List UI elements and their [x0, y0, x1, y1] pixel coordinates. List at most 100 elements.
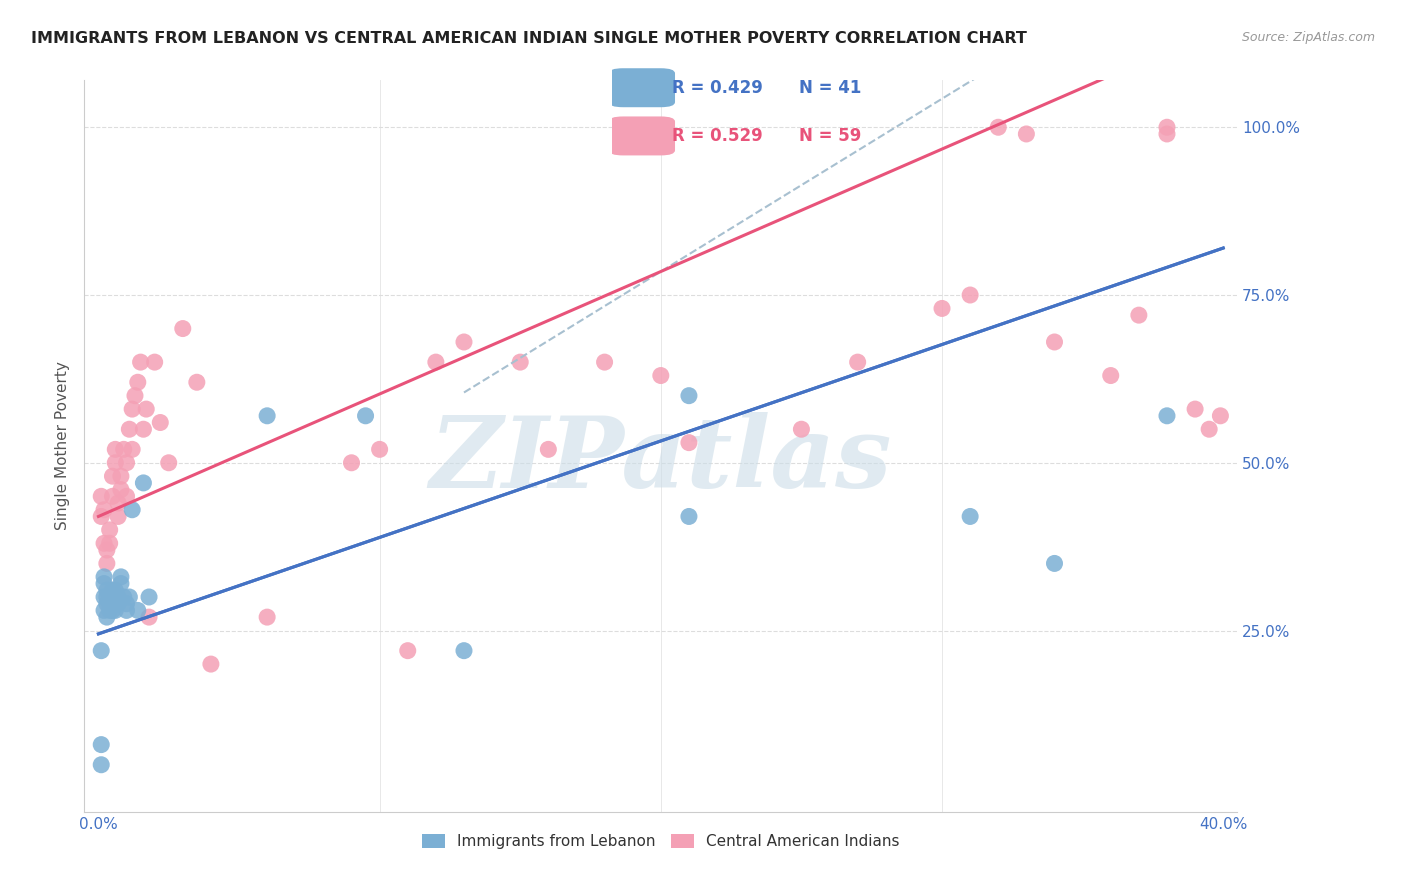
Y-axis label: Single Mother Poverty: Single Mother Poverty — [55, 361, 70, 531]
Point — [127, 376, 149, 390]
Point — [90, 757, 112, 772]
Point — [931, 301, 953, 316]
Point — [115, 597, 138, 611]
Point — [104, 456, 127, 470]
Point — [354, 409, 377, 423]
Point — [93, 536, 115, 550]
Point — [121, 502, 143, 516]
Point — [678, 509, 700, 524]
Point — [138, 590, 160, 604]
Point — [1156, 127, 1178, 141]
Point — [509, 355, 531, 369]
Point — [678, 435, 700, 450]
Point — [110, 570, 132, 584]
Point — [959, 288, 981, 302]
Point — [453, 643, 475, 657]
Point — [101, 469, 124, 483]
FancyBboxPatch shape — [609, 117, 675, 155]
Point — [121, 402, 143, 417]
Point — [121, 442, 143, 457]
Point — [124, 389, 146, 403]
Legend: Immigrants from Lebanon, Central American Indians: Immigrants from Lebanon, Central America… — [416, 828, 905, 855]
Point — [101, 583, 124, 598]
Point — [1184, 402, 1206, 417]
Point — [1128, 308, 1150, 322]
Point — [96, 557, 118, 571]
Point — [1043, 557, 1066, 571]
Point — [1156, 120, 1178, 135]
Point — [678, 389, 700, 403]
Text: ZIPatlas: ZIPatlas — [430, 412, 891, 508]
Point — [115, 489, 138, 503]
Point — [1099, 368, 1122, 383]
Point — [93, 590, 115, 604]
Point — [90, 509, 112, 524]
Text: Source: ZipAtlas.com: Source: ZipAtlas.com — [1241, 31, 1375, 45]
Point — [987, 120, 1010, 135]
Point — [846, 355, 869, 369]
Point — [396, 643, 419, 657]
Point — [1156, 409, 1178, 423]
Point — [110, 469, 132, 483]
Point — [104, 442, 127, 457]
Point — [115, 456, 138, 470]
Point — [537, 442, 560, 457]
Point — [157, 456, 180, 470]
Point — [98, 597, 121, 611]
Point — [110, 483, 132, 497]
Point — [593, 355, 616, 369]
Point — [186, 376, 208, 390]
Point — [1209, 409, 1232, 423]
Point — [1015, 127, 1038, 141]
Point — [143, 355, 166, 369]
Point — [256, 409, 278, 423]
Point — [104, 590, 127, 604]
Point — [98, 603, 121, 617]
Point — [93, 576, 115, 591]
Text: R = 0.429: R = 0.429 — [672, 78, 763, 96]
Point — [101, 590, 124, 604]
Text: N = 59: N = 59 — [799, 127, 862, 145]
Point — [93, 502, 115, 516]
Point — [790, 422, 813, 436]
Point — [127, 603, 149, 617]
Point — [138, 610, 160, 624]
Point — [107, 590, 129, 604]
Point — [200, 657, 222, 671]
Point — [118, 590, 141, 604]
Point — [425, 355, 447, 369]
Point — [93, 570, 115, 584]
Text: R = 0.529: R = 0.529 — [672, 127, 763, 145]
Point — [959, 509, 981, 524]
Point — [96, 597, 118, 611]
Point — [110, 576, 132, 591]
Point — [101, 489, 124, 503]
Point — [340, 456, 363, 470]
Point — [256, 610, 278, 624]
Text: N = 41: N = 41 — [799, 78, 862, 96]
Point — [132, 475, 155, 490]
Point — [107, 597, 129, 611]
Point — [129, 355, 152, 369]
Point — [118, 422, 141, 436]
Point — [96, 590, 118, 604]
Point — [453, 334, 475, 349]
Point — [115, 603, 138, 617]
Point — [93, 603, 115, 617]
Point — [650, 368, 672, 383]
Point — [101, 597, 124, 611]
Point — [1198, 422, 1220, 436]
Point — [112, 442, 135, 457]
Point — [107, 509, 129, 524]
Point — [96, 583, 118, 598]
Point — [1043, 334, 1066, 349]
FancyBboxPatch shape — [609, 69, 675, 107]
Point — [96, 543, 118, 558]
Point — [172, 321, 194, 335]
Point — [96, 610, 118, 624]
Point — [101, 603, 124, 617]
Point — [149, 416, 172, 430]
Point — [90, 643, 112, 657]
Point — [135, 402, 157, 417]
Point — [132, 422, 155, 436]
